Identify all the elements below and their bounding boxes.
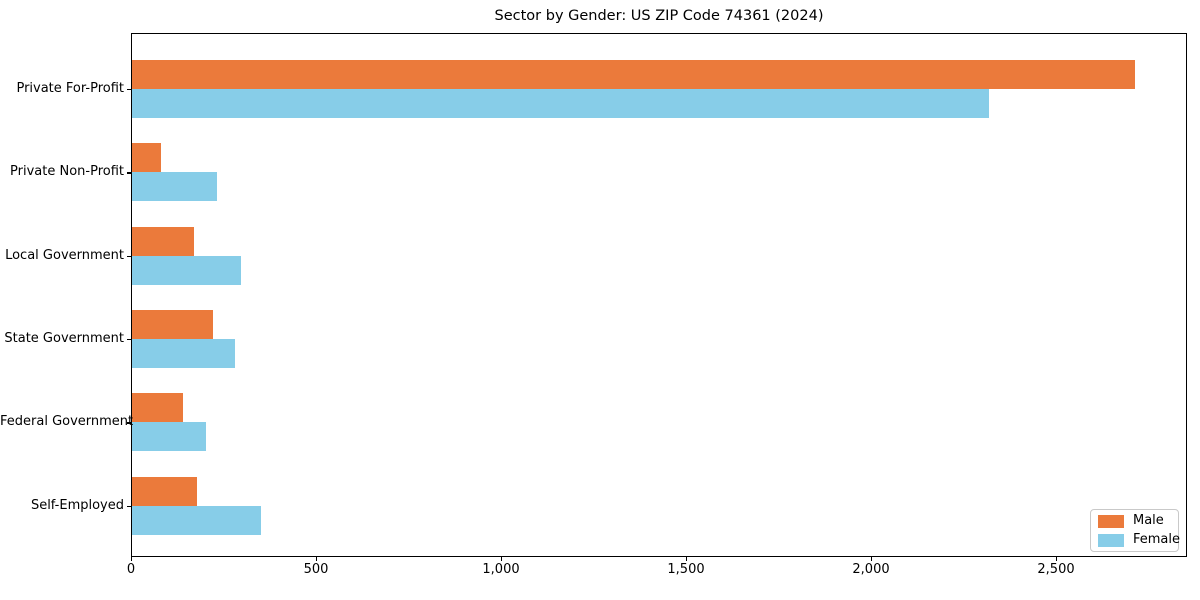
bar-female-private-non-profit <box>132 172 217 202</box>
bar-male-local-government <box>132 226 194 256</box>
x-tick-label-1000: 1,000 <box>482 562 520 577</box>
x-tick-mark <box>131 557 133 561</box>
y-tick-label-private-for-profit: Private For-Profit <box>16 81 124 96</box>
y-tick-mark <box>127 172 131 174</box>
y-tick-mark <box>127 505 131 507</box>
x-tick-label-1500: 1,500 <box>667 562 705 577</box>
x-tick-mark <box>316 557 318 561</box>
y-tick-label-self-employed: Self-Employed <box>30 497 124 513</box>
y-tick-mark <box>127 255 131 257</box>
legend-item-male: Male <box>1098 514 1171 528</box>
y-tick-mark <box>127 339 131 341</box>
y-tick-label-private-non-profit: Private Non-Profit <box>10 164 124 180</box>
bar-male-federal-government <box>132 393 183 423</box>
plot-area <box>131 33 1187 557</box>
legend-label-female: Female <box>1133 532 1181 547</box>
legend-swatch-male-icon <box>1098 514 1124 528</box>
legend-label-male: Male <box>1133 513 1164 528</box>
x-tick-label-500: 500 <box>303 562 329 577</box>
chart-title: Sector by Gender: US ZIP Code 74361 (202… <box>494 8 824 24</box>
bar-female-private-for-profit <box>132 89 989 118</box>
y-tick-mark <box>127 422 131 424</box>
x-tick-mark <box>871 557 873 561</box>
x-tick-mark <box>1056 557 1058 561</box>
x-tick-label-2500: 2,500 <box>1037 562 1075 577</box>
legend-swatch-female-icon <box>1098 533 1124 547</box>
x-tick-mark <box>501 557 503 561</box>
bar-female-local-government <box>132 255 241 285</box>
bar-female-self-employed <box>132 505 261 535</box>
legend-item-female: Female <box>1098 533 1180 547</box>
x-tick-label-0: 0 <box>126 562 136 577</box>
y-tick-mark <box>127 89 131 91</box>
legend: Male Female <box>1090 509 1180 552</box>
bar-female-state-government <box>132 339 235 369</box>
y-tick-label-local-government: Local Government <box>5 247 124 263</box>
bar-male-self-employed <box>132 476 197 506</box>
bar-male-private-for-profit <box>132 60 1135 89</box>
bar-male-private-non-profit <box>132 143 161 173</box>
bar-female-federal-government <box>132 422 206 452</box>
x-tick-label-2000: 2,000 <box>852 562 890 577</box>
bar-male-state-government <box>132 310 213 340</box>
y-tick-label-state-government: State Government <box>4 331 124 347</box>
y-tick-label-federal-government: Federal Government <box>0 414 134 430</box>
x-tick-mark <box>686 557 688 561</box>
